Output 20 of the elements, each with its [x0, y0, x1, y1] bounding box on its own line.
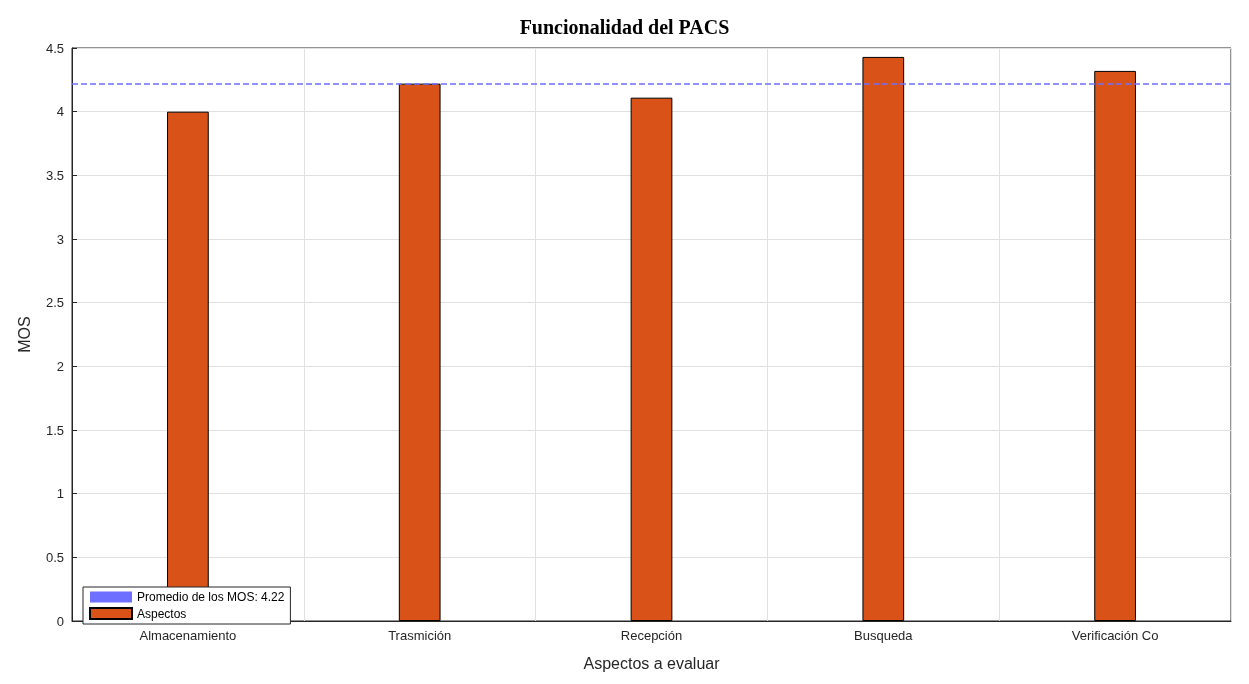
x-tick-label: Trasmición — [388, 628, 452, 643]
x-tick-label: Busqueda — [854, 628, 914, 643]
y-tick-label: 3.5 — [45, 167, 64, 183]
y-tick-label: 4.5 — [45, 40, 64, 56]
y-tick-label: 2 — [56, 358, 64, 374]
y-tick-label: 0.5 — [45, 549, 64, 565]
y-tick-label: 4 — [56, 104, 64, 120]
y-axis-title: MOS — [15, 316, 33, 353]
x-tick-label: Almacenamiento — [139, 628, 237, 643]
x-tick-label: Recepción — [620, 628, 683, 643]
y-tick-label: 0 — [56, 613, 64, 629]
y-tick-label: 1.5 — [45, 422, 64, 438]
y-tick-label: 1 — [56, 486, 64, 502]
legend-label: Aspectos — [137, 606, 187, 621]
y-tick-label: 2.5 — [45, 295, 64, 311]
legend-label: Promedio de los MOS: 4.22 — [137, 590, 285, 604]
y-tick-label: 3 — [56, 231, 64, 247]
chart-title: Funcionalidad del PACS — [519, 16, 730, 38]
x-tick-label: Verificación Co — [1071, 628, 1159, 643]
x-axis-title: Aspectos a evaluar — [583, 654, 721, 672]
